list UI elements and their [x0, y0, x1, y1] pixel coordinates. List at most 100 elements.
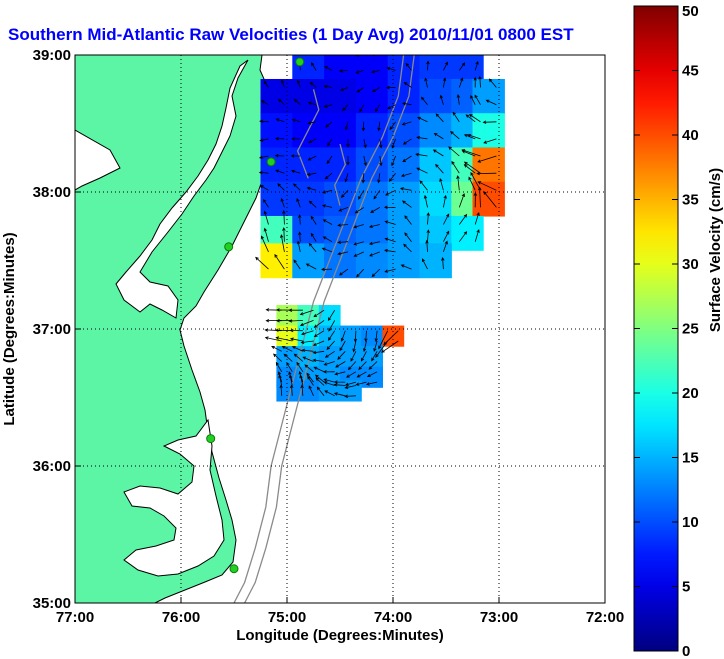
colorbar-tick-label: 15	[682, 450, 699, 467]
south-vector	[368, 361, 378, 370]
north-vector	[402, 155, 412, 163]
north-vector	[442, 77, 447, 88]
north-vector	[372, 87, 381, 93]
south-vector	[324, 350, 335, 358]
north-vector	[426, 60, 430, 71]
north-vector	[282, 227, 286, 242]
north-velocity-cell	[419, 113, 452, 149]
north-vector	[290, 154, 301, 158]
north-vector	[337, 240, 349, 244]
colorbar-tick-label: 10	[682, 514, 699, 531]
north-vector	[263, 227, 269, 242]
north-vector	[417, 116, 428, 123]
x-axis-ticks: 77:00 76:00 75:00 74:00 73:00 72:00	[56, 597, 624, 626]
south-vector	[281, 346, 293, 352]
north-vector	[321, 189, 333, 194]
bathymetry-contour	[296, 89, 320, 179]
north-vector	[470, 171, 481, 191]
south-velocity-cell	[297, 305, 320, 327]
north-vector	[458, 62, 466, 71]
south-vector	[286, 362, 293, 373]
north-vector	[291, 118, 301, 123]
south-vector	[373, 340, 378, 352]
x-tick-label: 75:00	[268, 609, 306, 626]
south-vector	[308, 385, 314, 396]
north-vector	[274, 154, 285, 158]
north-velocity-cell	[292, 243, 325, 279]
colorbar-tick-label: 20	[682, 385, 699, 402]
north-vector	[356, 87, 365, 93]
north-vector	[458, 193, 465, 208]
south-vector	[312, 350, 325, 355]
north-vector	[477, 155, 497, 163]
south-vector	[337, 351, 346, 360]
north-vector	[441, 256, 445, 270]
south-vector	[346, 371, 357, 378]
north-vector	[474, 94, 481, 105]
radar-station-marker	[229, 564, 239, 574]
south-vector	[300, 330, 314, 336]
north-velocity-cell	[324, 181, 357, 217]
x-tick-label: 77:00	[56, 609, 94, 626]
north-vector	[467, 134, 481, 140]
north-vector	[383, 205, 396, 210]
bathymetry-contour	[244, 55, 415, 603]
plot-area	[74, 46, 606, 604]
north-vector	[339, 87, 349, 92]
north-vector	[439, 94, 444, 105]
radar-station-marker	[206, 434, 216, 444]
north-velocity-cell	[472, 147, 505, 183]
south-vector	[299, 374, 304, 386]
north-vector	[476, 171, 497, 176]
north-vector	[255, 256, 269, 270]
north-velocity-cell	[387, 243, 421, 279]
south-vector	[316, 386, 325, 397]
north-vector	[323, 84, 333, 89]
north-vector	[293, 259, 301, 270]
north-vector	[324, 172, 333, 180]
north-vector	[416, 167, 428, 174]
north-vector	[384, 189, 396, 196]
north-vector	[463, 164, 476, 174]
south-vector	[289, 337, 303, 342]
south-vector	[299, 309, 314, 316]
north-vector	[373, 190, 381, 200]
north-vector	[474, 229, 480, 242]
south-vector	[313, 320, 325, 328]
north-vector	[322, 236, 333, 243]
north-vector	[459, 46, 464, 53]
north-velocity-cell	[355, 113, 389, 149]
delaware-bay	[75, 129, 121, 191]
north-vector	[402, 102, 412, 106]
north-velocity-cell	[292, 78, 325, 114]
south-vector	[358, 361, 367, 371]
north-velocity-cell	[472, 78, 505, 114]
north-vector	[443, 61, 448, 71]
south-vector	[344, 381, 357, 386]
albemarle-pamlico-sound	[123, 418, 225, 577]
south-velocity-cell	[318, 325, 341, 347]
north-vector	[478, 75, 482, 88]
grid-lines	[75, 55, 605, 603]
north-vector	[340, 190, 349, 198]
north-velocity-cell	[324, 147, 357, 183]
south-vector	[313, 330, 325, 338]
south-velocity-cell	[361, 366, 383, 388]
north-vector	[474, 211, 480, 225]
north-vector	[404, 232, 412, 242]
south-vector	[334, 371, 346, 376]
radar-station-marker	[224, 242, 234, 252]
south-vector	[327, 309, 336, 322]
north-vector	[259, 119, 269, 124]
south-vector	[289, 328, 303, 333]
colorbar-tick-label: 35	[682, 192, 699, 209]
south-vector	[333, 383, 346, 387]
south-vector	[323, 378, 335, 383]
north-vector	[312, 46, 317, 54]
north-vector	[435, 113, 444, 123]
north-vector	[391, 138, 396, 149]
north-vector	[370, 207, 380, 213]
north-velocity-cell	[419, 55, 452, 80]
north-vector	[275, 169, 285, 174]
south-vector	[290, 384, 294, 396]
